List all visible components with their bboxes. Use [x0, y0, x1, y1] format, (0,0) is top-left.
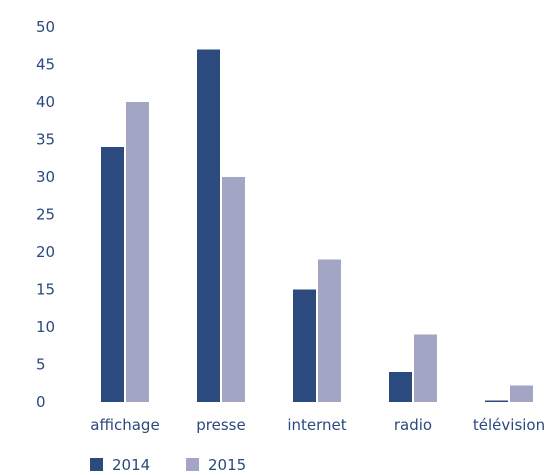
- y-tick-label: 50: [36, 18, 55, 36]
- y-tick-label: 45: [36, 56, 55, 74]
- bar-2015-affichage: [126, 102, 149, 402]
- legend-label: 2014: [112, 456, 150, 474]
- bar-2014-télévision: [485, 400, 508, 402]
- x-category-label: presse: [196, 416, 245, 434]
- bar-2014-affichage: [101, 147, 124, 402]
- y-tick-label: 0: [36, 393, 46, 411]
- y-tick-label: 15: [36, 281, 55, 299]
- x-category-label: affichage: [90, 416, 159, 434]
- bar-2014-radio: [389, 372, 412, 402]
- legend-label: 2015: [208, 456, 246, 474]
- legend: 2014 2015: [90, 456, 246, 474]
- y-tick-label: 10: [36, 318, 55, 336]
- bar-2015-internet: [318, 259, 341, 402]
- legend-swatch-2014: [90, 458, 103, 471]
- y-tick-label: 40: [36, 93, 55, 111]
- y-tick-label: 30: [36, 168, 55, 186]
- y-tick-label: 25: [36, 206, 55, 224]
- bar-2015-radio: [414, 334, 437, 402]
- legend-swatch-2015: [186, 458, 199, 471]
- bar-2014-presse: [197, 49, 220, 402]
- x-category-label: radio: [394, 416, 432, 434]
- y-tick-label: 20: [36, 243, 55, 261]
- y-tick-label: 35: [36, 131, 55, 149]
- bar-2015-presse: [222, 177, 245, 402]
- bar-2014-internet: [293, 289, 316, 402]
- x-axis: affichage presse internet radio télévision: [90, 416, 545, 434]
- bar-2015-télévision: [510, 385, 533, 402]
- x-category-label: télévision: [473, 416, 545, 434]
- bars: [101, 49, 533, 402]
- x-category-label: internet: [287, 416, 346, 434]
- y-axis: 0 5 10 15 20 25 30 35 40 45 50: [36, 18, 55, 411]
- y-tick-label: 5: [36, 356, 46, 374]
